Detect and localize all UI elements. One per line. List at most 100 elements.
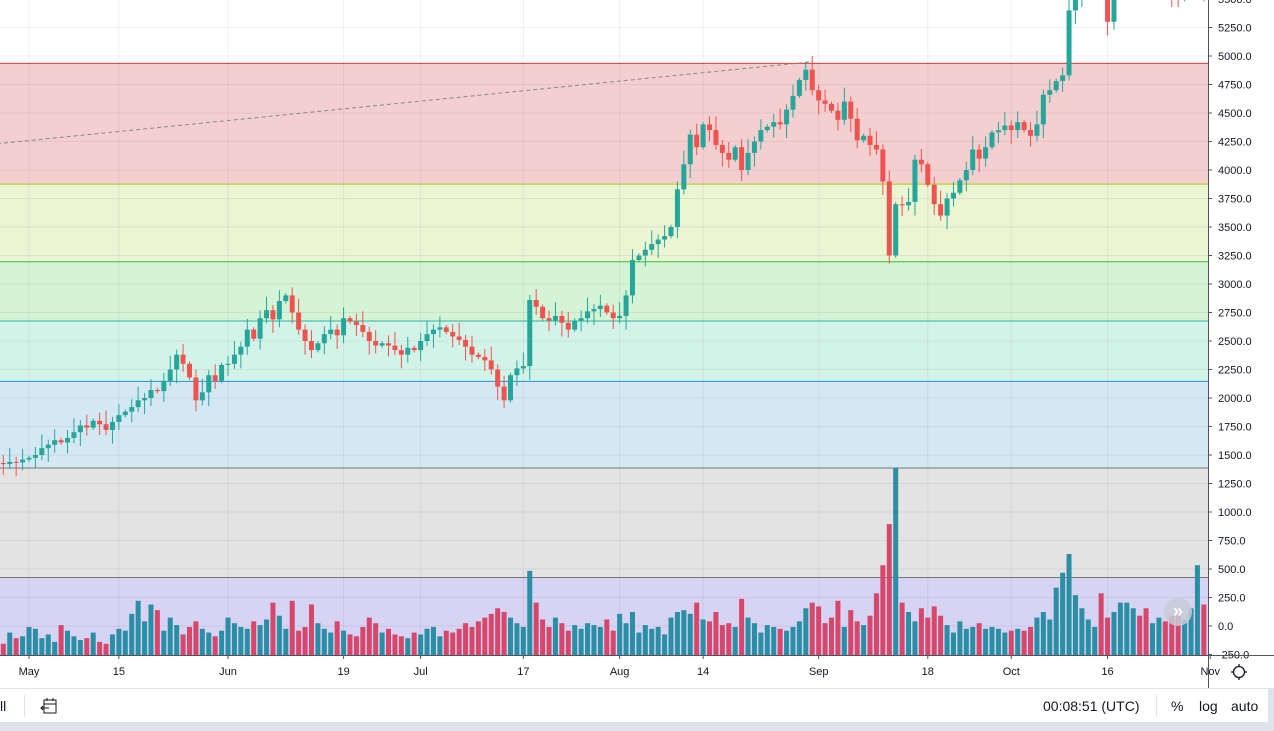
candle-body bbox=[347, 318, 353, 322]
volume-bar bbox=[270, 602, 276, 655]
volume-bar bbox=[803, 608, 809, 655]
volume-bar bbox=[983, 628, 989, 655]
volume-bar bbox=[1201, 604, 1207, 655]
volume-bar bbox=[604, 619, 610, 655]
volume-bar bbox=[578, 628, 584, 655]
price-tick-label: 5250.0 bbox=[1218, 23, 1252, 35]
volume-bar bbox=[514, 623, 520, 655]
price-tick-label: 4750.0 bbox=[1218, 80, 1252, 92]
trendline[interactable] bbox=[0, 61, 813, 144]
candles bbox=[0, 0, 1205, 477]
price-tick-label: 2250.0 bbox=[1218, 365, 1252, 377]
volume-bar bbox=[1085, 619, 1091, 655]
volume-bar bbox=[527, 570, 533, 655]
volume-bar bbox=[109, 634, 115, 655]
clock-utc[interactable]: 00:08:51 (UTC) bbox=[1043, 698, 1140, 714]
go-to-date-calendar-icon[interactable] bbox=[40, 697, 58, 715]
percent-scale-toggle[interactable]: % bbox=[1171, 698, 1184, 714]
volume-bar bbox=[950, 632, 956, 655]
candle-body bbox=[925, 164, 931, 185]
price-tick-label: 1000.0 bbox=[1218, 507, 1252, 519]
candle-body bbox=[45, 444, 51, 449]
volume-bar bbox=[341, 630, 347, 655]
volume-bar bbox=[103, 643, 109, 655]
candle-body bbox=[790, 95, 796, 110]
time-axis-bg[interactable] bbox=[0, 655, 1208, 688]
candle-body bbox=[745, 152, 751, 170]
volume-bar bbox=[379, 632, 385, 655]
volume-bar bbox=[572, 625, 578, 655]
candle-body bbox=[1002, 125, 1008, 131]
candle-body bbox=[264, 310, 270, 319]
candle-body bbox=[321, 334, 327, 344]
candle-body bbox=[116, 415, 122, 422]
candle-body bbox=[591, 309, 597, 312]
range-all-button[interactable]: ll bbox=[0, 698, 7, 714]
volume-bar bbox=[219, 630, 225, 655]
volume-bar bbox=[713, 611, 719, 655]
candle-body bbox=[726, 152, 732, 160]
auto-scale-toggle[interactable]: auto bbox=[1231, 698, 1259, 714]
volume-bar bbox=[784, 630, 790, 655]
volume-bar bbox=[809, 602, 815, 655]
dashed-trendline bbox=[0, 61, 813, 144]
price-chart[interactable]: 5500.0 5250.0 5000.0 4750.0 4500.0 4250.0 4000… bbox=[0, 0, 1274, 688]
volume-bar bbox=[167, 617, 173, 655]
volume-bar bbox=[764, 625, 770, 655]
volume-bar bbox=[495, 608, 501, 655]
time-tick-label: Sep bbox=[809, 666, 829, 678]
volume-bar bbox=[508, 617, 513, 655]
volume-bar bbox=[893, 468, 899, 655]
price-axis[interactable]: 5500.0 5250.0 5000.0 4750.0 4500.0 4250.0 4000… bbox=[1208, 0, 1252, 662]
candle-body bbox=[1040, 94, 1046, 125]
volume-bar bbox=[610, 630, 616, 655]
candle-body bbox=[816, 90, 822, 101]
candle-body bbox=[861, 135, 867, 141]
volume-bar bbox=[591, 625, 597, 655]
volume-bar bbox=[1047, 619, 1053, 655]
candle-body bbox=[700, 124, 706, 148]
volume-bar bbox=[829, 617, 834, 655]
volume-bar bbox=[1092, 626, 1098, 655]
candle-body bbox=[707, 124, 713, 131]
time-tick-label: 17 bbox=[517, 666, 529, 678]
price-tick-label: 2750.0 bbox=[1218, 308, 1252, 320]
volume-bar bbox=[321, 628, 327, 655]
log-scale-toggle[interactable]: log bbox=[1199, 698, 1218, 714]
volume-bar bbox=[1175, 611, 1181, 655]
fib-zone bbox=[0, 320, 1208, 381]
candle-body bbox=[970, 149, 976, 170]
volume-bar bbox=[1021, 630, 1027, 655]
candle-body bbox=[1053, 81, 1059, 91]
candle-body bbox=[1008, 125, 1014, 131]
candle-body bbox=[20, 459, 26, 463]
volume-bar bbox=[1105, 617, 1111, 655]
candle-body bbox=[405, 347, 411, 355]
volume-bar bbox=[1060, 572, 1066, 655]
volume-bar bbox=[122, 630, 128, 655]
candle-body bbox=[225, 363, 231, 365]
candle-body bbox=[829, 103, 834, 111]
time-axis[interactable]: May 15 Jun 19 Jul 17 Aug 14 Sep 18 Oct 16 Nov bbox=[19, 655, 1221, 678]
candle-body bbox=[7, 461, 13, 465]
candle-body bbox=[963, 170, 969, 181]
volume-bar bbox=[161, 630, 167, 655]
settings-gear-icon[interactable] bbox=[1231, 664, 1247, 680]
price-axis-bg[interactable] bbox=[1208, 0, 1274, 688]
candle-body bbox=[629, 260, 635, 296]
candle-body bbox=[1028, 130, 1034, 136]
candle-body bbox=[450, 331, 456, 337]
candle-body bbox=[527, 299, 533, 367]
time-tick-label: May bbox=[19, 666, 40, 678]
volume-bar bbox=[7, 632, 13, 655]
scroll-to-realtime-button[interactable]: » bbox=[1164, 598, 1192, 626]
volume-bar bbox=[963, 628, 969, 655]
volume-bar bbox=[116, 628, 122, 655]
volume-bar bbox=[129, 613, 135, 655]
time-tick-label: 15 bbox=[113, 666, 125, 678]
candle-body bbox=[1021, 122, 1027, 131]
volume-bar bbox=[629, 611, 635, 655]
volume-bar bbox=[52, 641, 58, 655]
volume-bar bbox=[861, 625, 867, 655]
candle-body bbox=[167, 369, 173, 381]
